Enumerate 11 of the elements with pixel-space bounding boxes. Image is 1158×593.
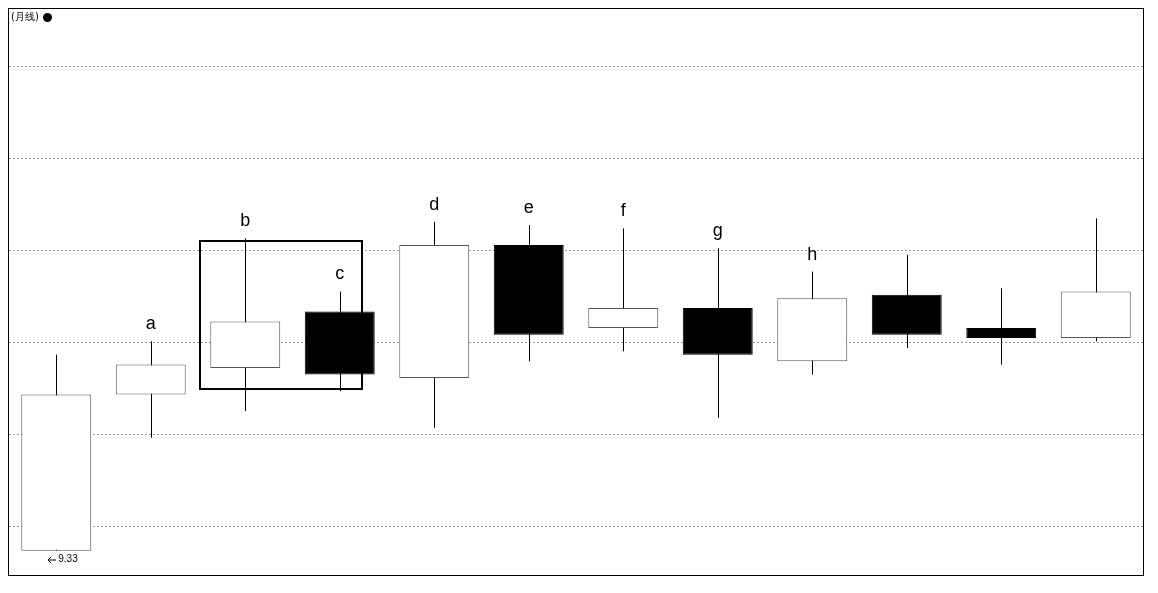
text: b xyxy=(240,210,251,231)
text: a xyxy=(145,313,156,334)
text: e xyxy=(523,197,534,217)
text: f xyxy=(620,200,626,221)
annotation: 9.33 xyxy=(58,553,79,565)
candlestick xyxy=(966,287,1037,366)
text: c xyxy=(335,263,345,284)
text: d xyxy=(429,193,440,214)
chart-title: (月线) xyxy=(11,10,39,24)
text: g xyxy=(712,220,723,241)
text: h xyxy=(807,243,818,264)
